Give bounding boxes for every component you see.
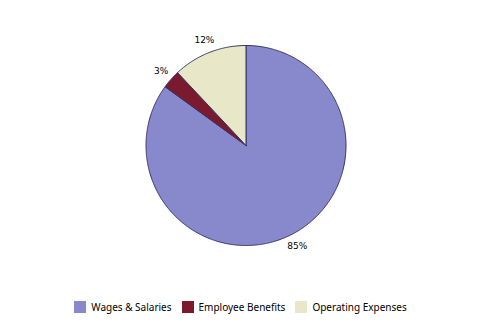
html-text:Wages & Salaries: Wages & Salaries (91, 299, 172, 314)
svg-text:12%: 12% (194, 35, 214, 45)
svg-text:3%: 3% (154, 66, 169, 76)
svg-text:85%: 85% (287, 241, 307, 251)
html-text:Operating Expenses: Operating Expenses (312, 299, 407, 314)
html-text:Employee Benefits: Employee Benefits (198, 299, 286, 314)
